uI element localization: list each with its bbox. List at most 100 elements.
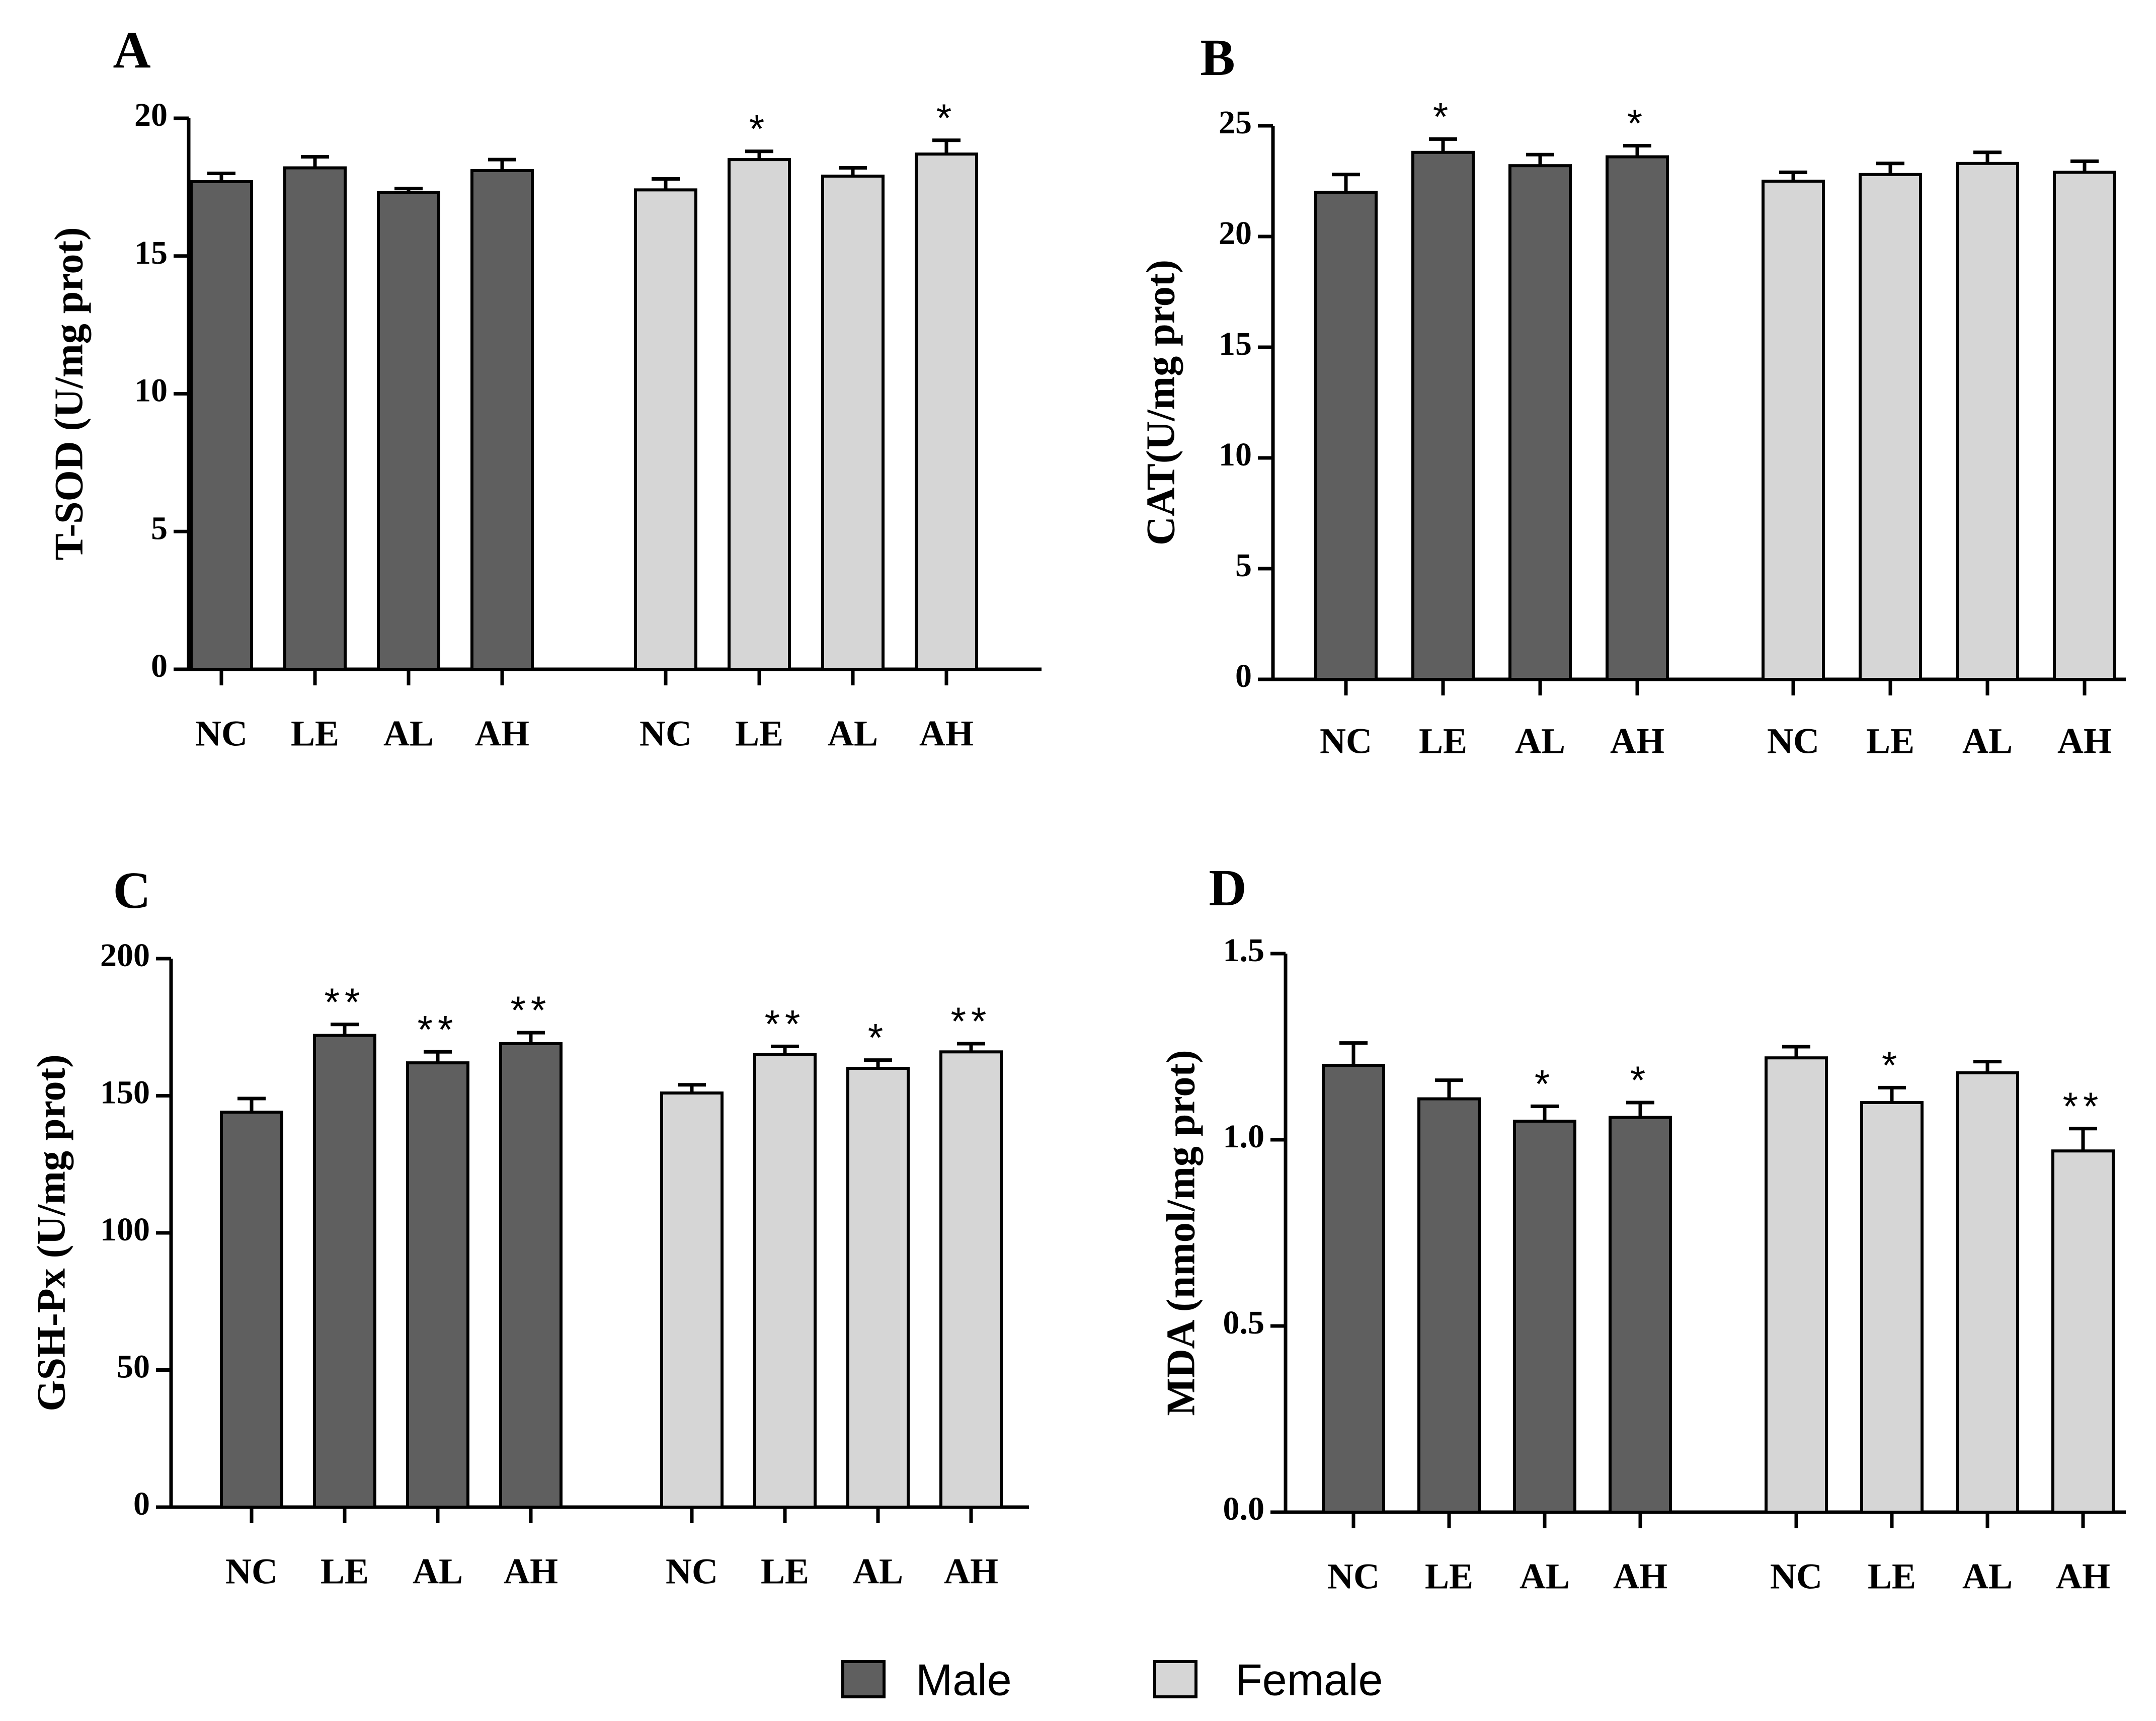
panel-b: B CAT(U/mg prot) 0 5 10 15 20 25 NC LE * AL AH * NC LE A… [1139,29,2126,761]
category-label: AH [475,714,529,754]
bar [753,1053,817,1509]
legend-item-male: Male [841,1655,1012,1704]
y-tick-label: 5 [1235,547,1252,584]
series-female: NC LE ** AL * AH ** [660,999,1003,1592]
y-tick-label: 20 [134,97,168,133]
y-tick-label: 10 [134,372,168,409]
y-axis-title: CAT(U/mg prot) [1139,260,1183,545]
bar [1411,150,1475,681]
category-label: NC [1320,721,1372,761]
significance-label: ** [418,1007,458,1051]
category-label: AL [413,1551,463,1592]
bar [313,1034,376,1509]
legend-item-female: Female [1153,1655,1383,1704]
y-tick-label: 0 [133,1485,150,1522]
category-label: NC [225,1551,278,1592]
category-label: AH [944,1551,998,1592]
bar [634,188,697,671]
panel-c: C GSH-Px (U/mg prot) 0 50 100 150 200 NC LE ** AL *… [29,862,1029,1592]
panel-d: D MDA (nmol/mg prot) 0.0 0.5 1.0 1.5 NC LE AL * AH… [1159,859,2126,1597]
y-tick-label: 10 [1219,436,1252,473]
legend-label: Male [916,1655,1012,1704]
significance-label: ** [951,999,992,1043]
significance-label: ** [511,988,551,1032]
bar [1314,191,1378,681]
y-tick-label: 150 [100,1074,150,1111]
category-label: AL [1515,721,1565,761]
y-tick-label: 100 [100,1211,150,1248]
bar [1508,164,1572,681]
panel-letter: B [1200,29,1235,87]
bar [1956,162,2019,681]
significance-label: ** [325,980,365,1024]
y-tick-label: 20 [1219,215,1252,252]
y-axis-title: GSH-Px (U/mg prot) [29,1054,73,1412]
category-label: AL [1962,1556,2013,1597]
category-label: AL [828,714,878,754]
bar [406,1061,469,1509]
y-tick-label: 200 [100,937,150,974]
panel-letter: A [113,21,150,79]
bar [821,174,885,671]
category-label: NC [666,1551,718,1592]
category-label: AL [1520,1556,1570,1597]
significance-label: * [1630,1058,1650,1102]
significance-label: ** [2063,1084,2104,1128]
series-male: NC LE AL AH [190,155,534,754]
category-label: AH [504,1551,558,1592]
significance-label: * [1433,94,1453,138]
category-label: LE [735,714,783,754]
category-label: AH [2056,1556,2110,1597]
category-label: NC [1767,721,1819,761]
y-tick-label: 15 [134,234,168,271]
category-label: LE [1868,1556,1916,1597]
category-label: AH [1610,721,1664,761]
category-label: AL [853,1551,903,1592]
legend-label: Female [1235,1655,1383,1704]
significance-label: * [1627,101,1647,145]
bar [1860,1101,1924,1514]
bar [1609,1116,1672,1514]
category-label: AH [2057,721,2112,761]
category-label: LE [1419,721,1467,761]
bar [915,152,978,671]
series-male: NC LE ** AL ** AH ** [220,980,563,1592]
bar [728,158,791,671]
significance-label: * [936,96,956,140]
y-tick-label: 0 [1235,658,1252,694]
legend-swatch [1153,1660,1197,1698]
significance-label: * [1882,1043,1902,1087]
category-label: AL [1962,721,2013,761]
panels: A T-SOD (U/mg prot) 0 5 10 15 20 NC LE AL AH NC LE * A… [29,21,2126,1597]
bar [660,1091,724,1509]
category-label: LE [321,1551,369,1592]
series-male: NC LE * AL AH * [1314,94,1669,761]
y-tick-label: 15 [1219,326,1252,362]
y-tick-label: 25 [1219,104,1252,141]
y-tick-label: 1.5 [1223,932,1265,969]
y-tick-label: 0.0 [1223,1491,1265,1527]
bar [1322,1064,1385,1514]
y-axis-title: T-SOD (U/mg prot) [47,227,91,560]
bar [1417,1097,1481,1514]
category-label: AL [383,714,434,754]
bar [377,191,440,671]
y-axis-title: MDA (nmol/mg prot) [1159,1050,1203,1416]
series-female: NC LE AL AH [1762,150,2116,761]
significance-label: * [749,107,769,151]
category-label: NC [1770,1556,1822,1597]
panel-letter: C [113,862,150,919]
series-male: NC LE AL * AH * [1322,1041,1672,1597]
significance-label: * [1535,1061,1555,1106]
series-female: NC LE * AL AH * [634,96,978,754]
category-label: NC [640,714,692,754]
bar [1859,173,1922,681]
bar [283,166,347,671]
panel-letter: D [1209,859,1246,917]
bar [220,1111,283,1509]
bar [2053,171,2116,681]
bar [2051,1149,2115,1514]
significance-label: * [868,1015,888,1060]
y-tick-label: 5 [151,510,168,546]
